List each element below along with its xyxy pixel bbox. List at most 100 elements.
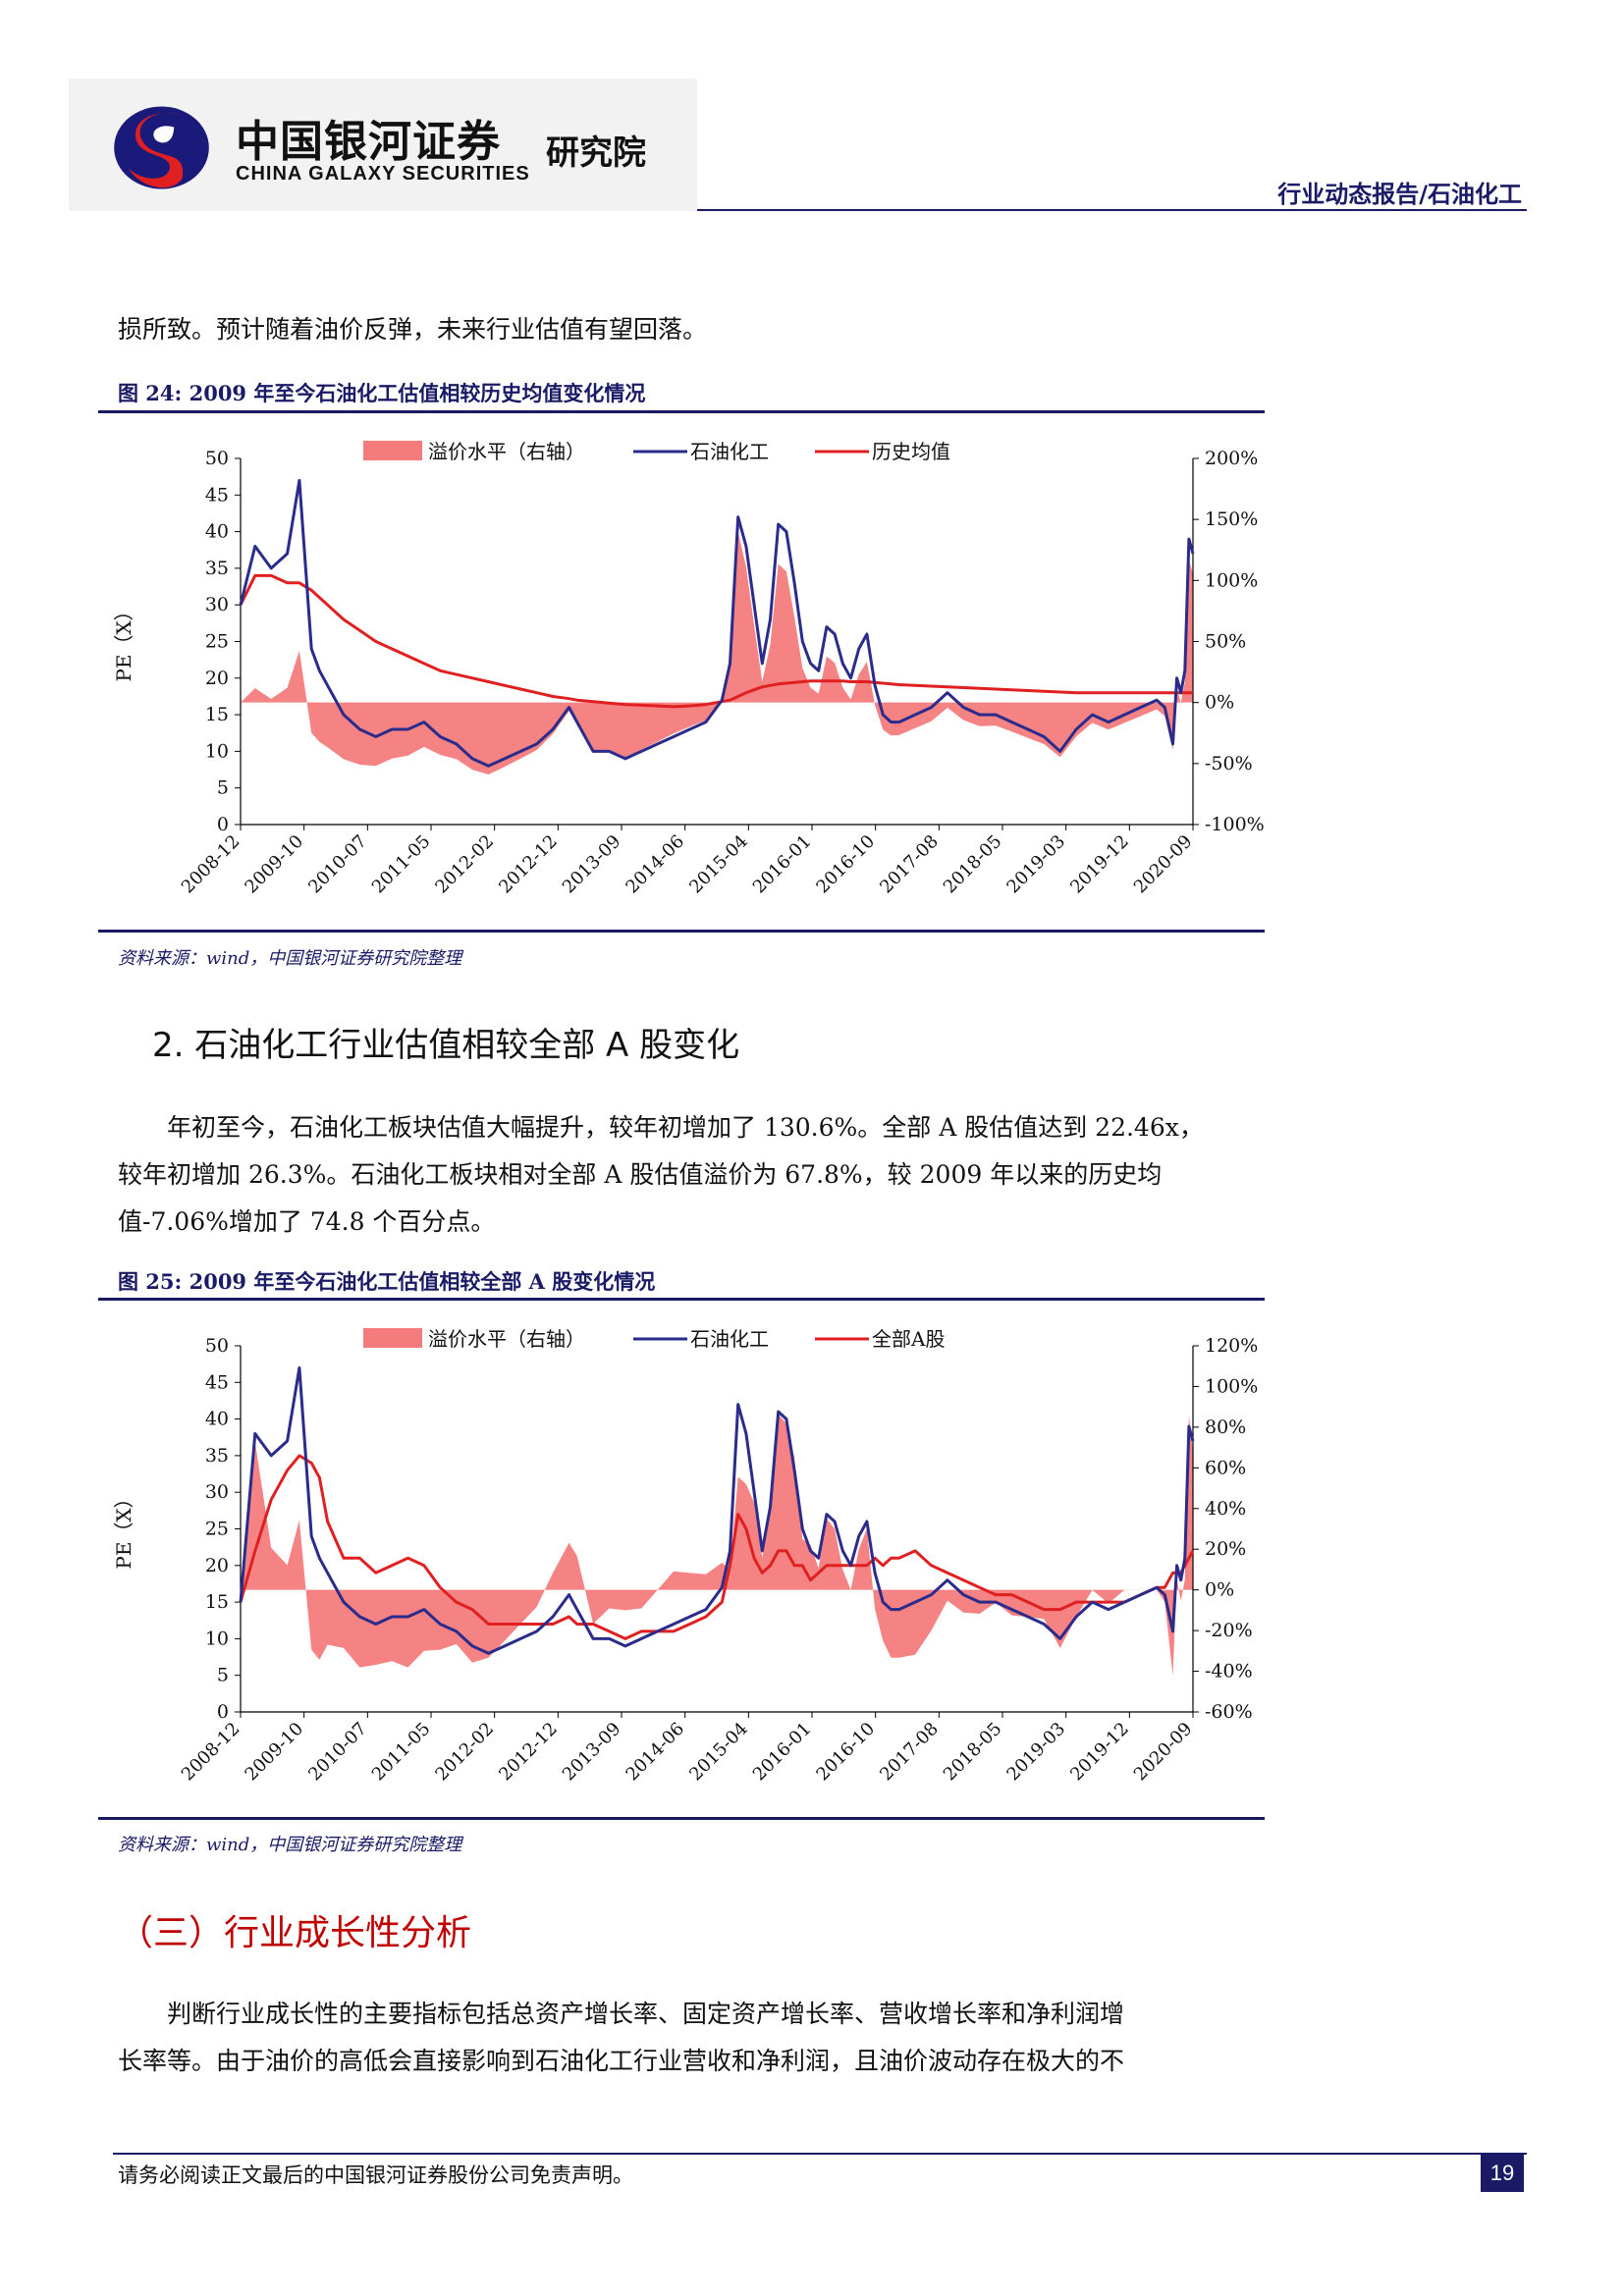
petro-series-line: [239, 1365, 1195, 1655]
y-axis-label: PE（X）: [112, 1488, 135, 1569]
y2-tick-label: -40%: [1205, 1661, 1253, 1682]
y-tick-label: 45: [205, 1371, 229, 1393]
x-tick-label: 2009-10: [241, 831, 307, 898]
x-tick-label: 2020-09: [1130, 1719, 1197, 1786]
x-tick-label: 2019-03: [1002, 1719, 1069, 1786]
figure24-top-rule: [98, 410, 1265, 413]
section2-line-3: 值-7.06%增加了 74.8 个百分点。: [118, 1207, 496, 1236]
y-tick-label: 30: [205, 594, 229, 615]
x-tick-label: 2016-10: [812, 831, 879, 898]
legend-swatch-premium: [363, 1328, 422, 1348]
legend-label-premium: 溢价水平（右轴）: [428, 1327, 585, 1351]
y2-tick-label: 120%: [1205, 1335, 1258, 1357]
institute-name: 研究院: [546, 133, 646, 173]
y2-tick-label: 100%: [1205, 1375, 1258, 1397]
y-tick-label: 0: [217, 814, 229, 835]
company-name-cn: 中国银河证券: [236, 117, 501, 167]
x-tick-label: 2019-03: [1002, 831, 1069, 898]
x-tick-label: 2011-05: [368, 831, 435, 898]
x-tick-label: 2020-09: [1130, 831, 1197, 898]
y2-tick-label: 100%: [1205, 569, 1258, 591]
y-tick-label: 30: [205, 1481, 229, 1503]
x-tick-label: 2010-07: [304, 1719, 371, 1786]
y-tick-label: 25: [205, 1519, 229, 1540]
report-type: 行业动态报告/石油化工: [1277, 181, 1522, 208]
section3-line-1: 判断行业成长性的主要指标包括总资产增长率、固定资产增长率、营收增长率和净利润增: [167, 2000, 1125, 2028]
y2-tick-label: 80%: [1205, 1416, 1246, 1438]
legend-swatch-premium: [363, 441, 422, 460]
section2-line-2: 较年初增加 26.3%。石油化工板块相对全部 A 股估值溢价为 67.8%，较 …: [118, 1160, 1163, 1189]
figure25-source: 资料来源：wind，中国银河证券研究院整理: [118, 1835, 462, 1855]
legend-label-mean: 历史均值: [872, 440, 950, 463]
x-tick-label: 2015-04: [685, 1719, 752, 1786]
y-tick-label: 0: [217, 1701, 229, 1723]
x-tick-label: 2008-12: [178, 1719, 244, 1786]
x-tick-label: 2008-12: [178, 831, 244, 898]
legend-label-petro: 石油化工: [690, 1327, 769, 1351]
y2-tick-label: -50%: [1205, 753, 1253, 774]
legend-label-all_a: 全部A股: [872, 1327, 945, 1351]
y2-tick-label: 150%: [1205, 508, 1258, 530]
x-tick-label: 2018-05: [940, 1719, 1006, 1786]
section3-title: （三）行业成长性分析: [118, 1913, 472, 1953]
y-tick-label: 5: [217, 1665, 229, 1686]
page-number: 19: [1481, 2155, 1524, 2192]
section3-line-2: 长率等。由于油价的高低会直接影响到石油化工行业营收和净利润，且油价波动存在极大的…: [118, 2047, 1125, 2075]
x-tick-label: 2019-12: [1066, 831, 1133, 898]
y2-tick-label: 200%: [1205, 448, 1258, 469]
y2-tick-label: -60%: [1205, 1701, 1253, 1723]
y-axis-label: PE（X）: [112, 601, 135, 681]
x-tick-label: 2019-12: [1066, 1719, 1133, 1786]
company-name-en: CHINA GALAXY SECURITIES: [236, 163, 530, 185]
x-tick-label: 2013-09: [559, 1719, 625, 1786]
figure25-top-rule: [98, 1298, 1265, 1301]
x-tick-label: 2012-02: [431, 831, 498, 898]
figure25-caption: 图 25: 2009 年至今石油化工估值相较全部 A 股变化情况: [118, 1269, 656, 1294]
y-tick-label: 25: [205, 631, 229, 653]
y-tick-label: 20: [205, 667, 229, 689]
footer-disclaimer: 请务必阅读正文最后的中国银河证券股份公司免责声明。: [118, 2163, 633, 2187]
x-tick-label: 2017-08: [876, 831, 943, 898]
galaxy-logo-icon: [114, 106, 209, 189]
y2-tick-label: 60%: [1205, 1457, 1246, 1478]
legend-label-premium: 溢价水平（右轴）: [428, 440, 585, 463]
section2-line-1: 年初至今，石油化工板块估值大幅提升，较年初增加了 130.6%。全部 A 股估值…: [167, 1113, 1204, 1142]
y2-tick-label: 50%: [1205, 631, 1246, 653]
x-tick-label: 2016-10: [812, 1719, 879, 1786]
y2-tick-label: -20%: [1205, 1620, 1253, 1641]
y-tick-label: 10: [205, 740, 229, 762]
y-tick-label: 20: [205, 1555, 229, 1576]
x-tick-label: 2017-08: [876, 1719, 943, 1786]
x-tick-label: 2012-02: [431, 1719, 498, 1786]
y2-tick-label: 0%: [1205, 692, 1234, 714]
footer-rule: [113, 2153, 1527, 2155]
mean-series-line: [239, 573, 1193, 709]
y-tick-label: 15: [205, 1591, 229, 1613]
y-tick-label: 10: [205, 1628, 229, 1649]
header-rule: [697, 209, 1527, 211]
figure24-bottom-rule: [98, 930, 1265, 933]
premium-area: [241, 531, 1193, 774]
y-tick-label: 35: [205, 558, 229, 579]
x-tick-label: 2011-05: [368, 1719, 435, 1786]
y2-tick-label: -100%: [1205, 814, 1265, 835]
intro-paragraph: 损所致。预计随着油价反弹，未来行业估值有望回落。: [118, 315, 708, 344]
y-tick-label: 50: [205, 1335, 229, 1357]
petro-series-line: [239, 478, 1195, 768]
y-tick-label: 5: [217, 777, 229, 799]
y-tick-label: 15: [205, 704, 229, 725]
y-tick-label: 40: [205, 521, 229, 543]
x-tick-label: 2016-01: [749, 831, 816, 898]
x-tick-label: 2010-07: [304, 831, 371, 898]
x-tick-label: 2015-04: [685, 831, 752, 898]
figure24-caption: 图 24: 2009 年至今石油化工估值相较历史均值变化情况: [118, 381, 646, 405]
all-a-series-line: [239, 1454, 1195, 1640]
x-tick-label: 2013-09: [559, 831, 625, 898]
figure24-source: 资料来源：wind，中国银河证券研究院整理: [118, 948, 462, 969]
legend-label-petro: 石油化工: [690, 440, 769, 463]
y2-tick-label: 40%: [1205, 1498, 1246, 1520]
y2-tick-label: 0%: [1205, 1579, 1234, 1601]
figure25-bottom-rule: [98, 1817, 1265, 1820]
x-tick-label: 2014-06: [622, 1719, 688, 1786]
x-tick-label: 2009-10: [241, 1719, 307, 1786]
